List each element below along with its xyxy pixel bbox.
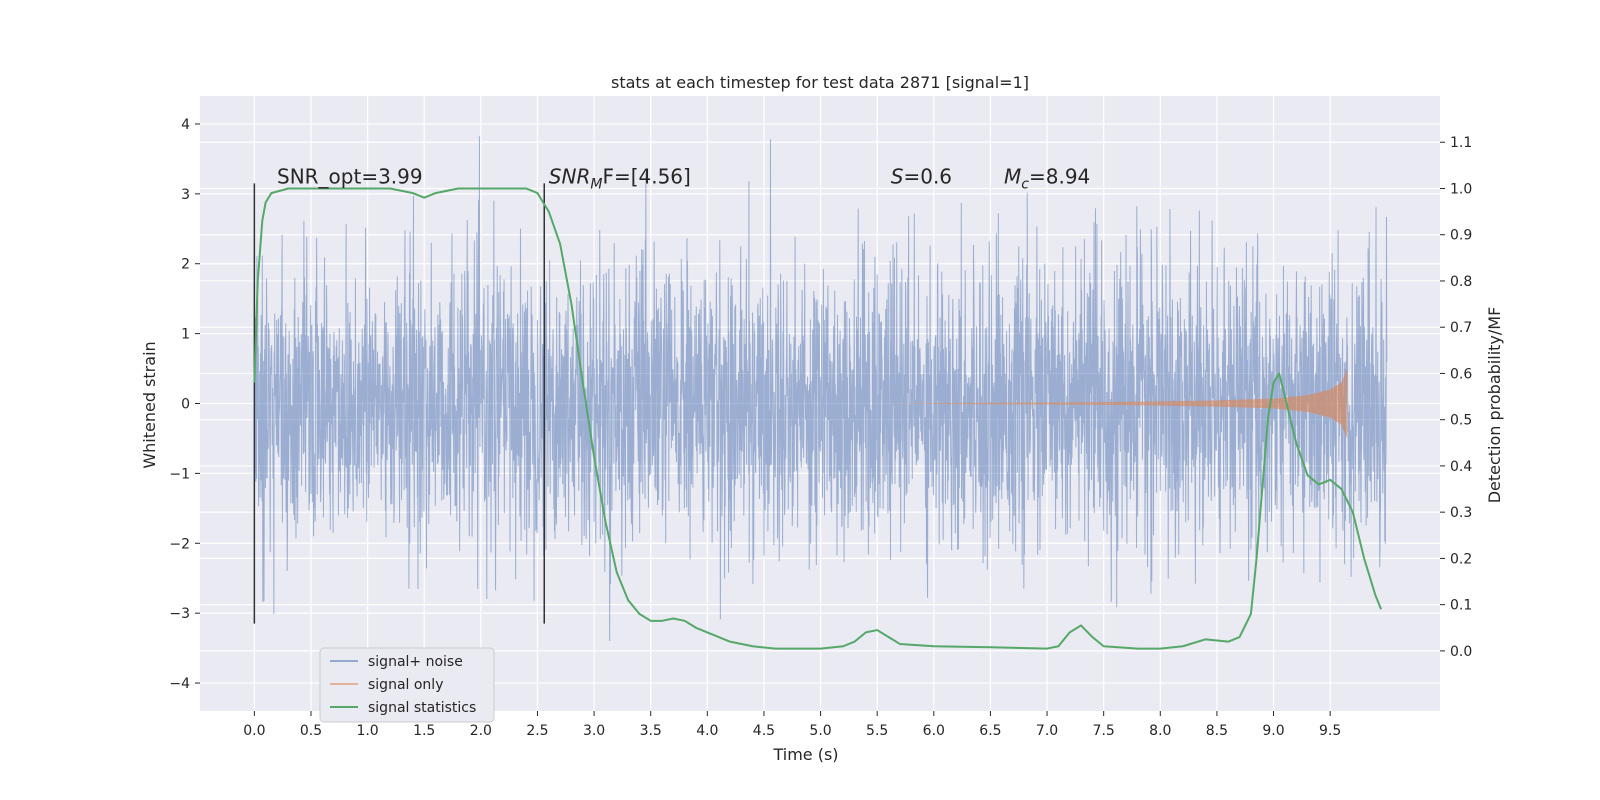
y2-tick-label: 0.7 [1450, 320, 1472, 336]
x-tick-label: 1.5 [413, 723, 435, 739]
legend-label-signal-statistics: signal statistics [368, 700, 476, 716]
annotation-2: S=0.6 [891, 164, 952, 188]
y-tick-label: 0 [181, 397, 190, 413]
y2-tick-label: 0.5 [1450, 413, 1472, 429]
x-tick-label: 6.0 [923, 723, 945, 739]
x-tick-label: 2.5 [526, 723, 548, 739]
x-tick-label: 6.5 [979, 723, 1001, 739]
y-tick-label: 3 [181, 187, 190, 203]
vertical-markers [253, 183, 546, 624]
series-signal-noise [253, 136, 1388, 642]
x-axis-label: Time (s) [772, 745, 838, 764]
x-tick-label: 3.0 [583, 723, 605, 739]
x-tick-label: 9.5 [1319, 723, 1341, 739]
y-tick-label: 4 [181, 117, 190, 133]
x-tick-label: 7.5 [1093, 723, 1115, 739]
y2-tick-label: 0.2 [1450, 551, 1472, 567]
x-tick-label: 2.0 [470, 723, 492, 739]
signal-statistics-line [253, 187, 1383, 650]
y-tick-label: −2 [169, 536, 190, 552]
series-signal-only [888, 368, 1348, 439]
legend-item-signal-statistics: signal statistics [330, 700, 476, 716]
series-signal-statistics [253, 187, 1383, 650]
y2-tick-label: 1.1 [1450, 135, 1472, 151]
y2-tick-label: 0.1 [1450, 598, 1472, 614]
legend-item-signal-only: signal only [330, 677, 443, 693]
axis-ticks: 0.0 0.5 1.0 1.5 2.0 2.5 3.0 3.5 4.0 4.5 5.0 5.5 6.0 6… [169, 117, 1472, 739]
legend-box [319, 647, 495, 723]
y2-tick-label: 0.6 [1450, 366, 1472, 382]
annotation-0: SNR_opt=3.99 [277, 164, 423, 188]
annotations: SNR_opt=3.99 SNRMF=[4.56] S=0.6 Mc=8.94 [277, 164, 1090, 192]
y2-tick-label: 0.8 [1450, 274, 1472, 290]
y-axis-label: Whitened strain [140, 341, 159, 468]
legend-item-signal-noise: signal+ noise [330, 654, 463, 670]
x-tick-label: 3.5 [640, 723, 662, 739]
y2-tick-label: 0.4 [1450, 459, 1472, 475]
x-tick-label: 5.5 [866, 723, 888, 739]
x-tick-label: 4.0 [696, 723, 718, 739]
x-tick-label: 9.0 [1262, 723, 1284, 739]
legend: signal+ noise signal only signal statist… [319, 647, 495, 723]
y2-axis-label: Detection probability/MF [1485, 307, 1504, 504]
y-tick-label: 2 [181, 257, 190, 273]
x-tick-label: 4.5 [753, 723, 775, 739]
annotation-1: SNRMF=[4.56] [549, 164, 691, 192]
y2-tick-label: 0.3 [1450, 505, 1472, 521]
x-tick-label: 7.0 [1036, 723, 1058, 739]
y-tick-label: −4 [169, 676, 190, 692]
y-tick-label: 1 [181, 327, 190, 343]
y2-tick-label: 0.0 [1450, 644, 1472, 660]
y2-tick-label: 1.0 [1450, 181, 1472, 197]
x-tick-label: 5.0 [809, 723, 831, 739]
signal-only-envelope [888, 368, 1348, 439]
x-tick-label: 8.0 [1149, 723, 1171, 739]
annotation-3: Mc=8.94 [1004, 164, 1090, 192]
x-tick-label: 0.0 [243, 723, 265, 739]
y2-tick-label: 0.9 [1450, 228, 1472, 244]
x-tick-label: 8.5 [1206, 723, 1228, 739]
chart-title: stats at each timestep for test data 287… [611, 73, 1029, 92]
legend-label-signal-only: signal only [368, 677, 443, 693]
y-tick-label: −1 [169, 466, 190, 482]
y-tick-label: −3 [169, 606, 190, 622]
x-tick-label: 0.5 [300, 723, 322, 739]
x-tick-label: 1.0 [356, 723, 378, 739]
signal-noise-line [253, 136, 1388, 642]
legend-label-signal-noise: signal+ noise [368, 654, 463, 670]
